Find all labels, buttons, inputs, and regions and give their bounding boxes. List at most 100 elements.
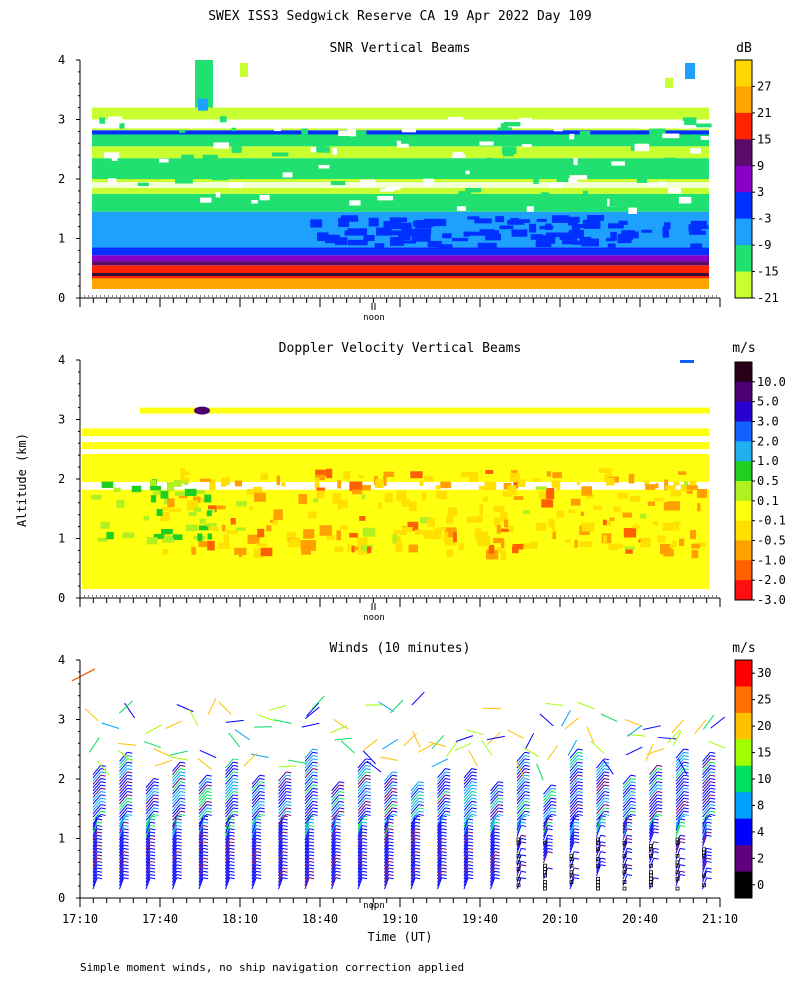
wind-barb xyxy=(268,704,287,711)
wind-barb-flag xyxy=(335,841,341,844)
wind-barb-flag xyxy=(468,870,474,873)
wind-barb-flag xyxy=(657,787,663,790)
doppler-patch xyxy=(343,471,351,480)
doppler-patch xyxy=(172,534,183,541)
doppler-patch xyxy=(395,541,403,553)
wind-barb-flag xyxy=(365,800,371,803)
wind-calm-marker xyxy=(543,880,547,884)
doppler-patch xyxy=(204,523,217,531)
wind-barb xyxy=(702,810,711,821)
wind-barb xyxy=(251,791,261,802)
wind-barb xyxy=(437,814,446,824)
doppler-patch xyxy=(315,474,326,481)
wind-barb xyxy=(543,807,552,818)
snr-patch xyxy=(521,144,532,148)
wind-barb-flag xyxy=(441,874,447,877)
wind-barb xyxy=(145,861,151,873)
doppler-patch xyxy=(486,549,499,560)
wind-barb xyxy=(702,714,715,730)
doppler-patch xyxy=(349,481,363,491)
colorbar-label: 15 xyxy=(757,132,771,146)
colorbar-label: 3.0 xyxy=(757,415,779,429)
wind-barb xyxy=(251,821,257,834)
snr-patch xyxy=(349,200,361,206)
snr-patch xyxy=(427,240,442,248)
wind-barb xyxy=(384,807,393,818)
wind-barb xyxy=(278,851,284,864)
x-tick-label: 20:40 xyxy=(622,912,658,926)
wind-barb-flag xyxy=(100,813,106,816)
wind-barb xyxy=(145,797,155,808)
wind-barb xyxy=(437,768,446,779)
wind-barb xyxy=(410,864,416,877)
wind-barb-flag xyxy=(494,824,500,827)
wind-barb xyxy=(586,726,595,744)
wind-barb-flag xyxy=(335,824,341,827)
wind-barb xyxy=(516,751,526,762)
wind-barb xyxy=(490,844,496,857)
wind-barb-flag xyxy=(494,834,500,837)
wind-barb-flag xyxy=(441,860,447,863)
snr-patch xyxy=(535,241,552,248)
colorbar-swatch xyxy=(735,845,752,873)
snr-patch xyxy=(479,141,494,146)
wind-barb xyxy=(490,818,496,831)
wind-barb-flag xyxy=(630,800,636,803)
wind-barb xyxy=(278,841,284,854)
wind-barb xyxy=(490,841,496,854)
wind-barb xyxy=(569,771,579,782)
wind-barb-flag xyxy=(203,821,209,824)
snr-band xyxy=(92,265,709,279)
wind-barb-flag xyxy=(206,791,212,794)
doppler-patch xyxy=(502,491,512,497)
doppler-patch xyxy=(153,533,165,540)
wind-barb xyxy=(251,871,257,883)
wind-barb xyxy=(119,818,125,831)
wind-barb-flag xyxy=(498,791,504,794)
wind-barb xyxy=(380,756,399,762)
wind-barb-flag xyxy=(547,867,553,870)
doppler-patch xyxy=(629,496,641,502)
wind-barb xyxy=(675,751,685,762)
wind-barb xyxy=(331,838,337,850)
doppler-patch xyxy=(556,510,564,518)
snr-patch xyxy=(690,243,703,249)
wind-barb xyxy=(437,844,443,857)
wind-barb xyxy=(119,758,128,769)
wind-barb xyxy=(516,841,522,854)
wind-barb-flag xyxy=(339,797,345,800)
wind-barb xyxy=(92,841,98,854)
wind-barb xyxy=(523,747,540,758)
wind-barb xyxy=(278,781,287,792)
wind-barb-flag xyxy=(574,867,580,870)
wind-barb-flag xyxy=(150,857,156,860)
snr-patch xyxy=(376,162,395,171)
wind-barb xyxy=(304,835,310,847)
wind-barb xyxy=(172,838,178,850)
wind-barb xyxy=(273,719,292,724)
snr-title: SNR Vertical Beams xyxy=(330,41,471,56)
wind-barb xyxy=(331,851,337,864)
wind-barb-flag xyxy=(551,800,557,803)
wind-barb-flag xyxy=(127,755,133,758)
wind-barb xyxy=(92,794,102,805)
wind-barb-flag xyxy=(286,804,292,807)
wind-barb xyxy=(304,778,314,788)
wind-barb xyxy=(251,818,257,831)
wind-barb-flag xyxy=(203,838,209,841)
wind-barb xyxy=(437,825,443,837)
snr-patch xyxy=(181,154,194,162)
wind-calm-marker xyxy=(622,863,627,868)
snr-patch xyxy=(414,236,422,241)
wind-barb-flag xyxy=(256,877,262,880)
wind-barb xyxy=(463,848,469,860)
wind-calm-marker xyxy=(596,857,600,862)
doppler-patch xyxy=(479,504,484,515)
wind-barb-flag xyxy=(494,864,500,867)
wind-barb-flag xyxy=(256,844,262,847)
wind-barb-flag xyxy=(415,824,421,827)
wind-barb-flag xyxy=(524,758,530,761)
wind-barb xyxy=(331,791,340,802)
